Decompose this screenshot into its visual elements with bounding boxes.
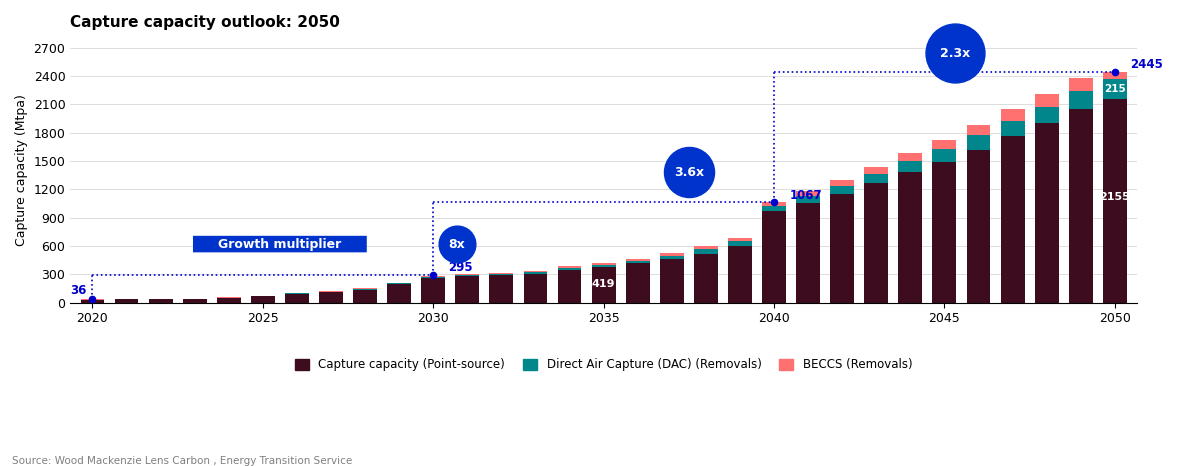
Point [448,240,467,248]
Bar [1102,99,1127,302]
Bar [830,194,854,302]
Bar [898,172,922,302]
Bar [967,150,990,302]
Bar [694,249,718,254]
Text: 8x: 8x [449,238,466,251]
Bar [251,296,275,302]
Bar [933,140,956,149]
Bar [455,275,479,276]
Bar [967,125,990,136]
Bar [660,259,684,302]
Bar [762,211,786,302]
Bar [727,247,752,302]
Point [679,169,698,176]
Bar [626,263,650,302]
Bar [558,270,581,302]
Bar [387,284,411,302]
Bar [796,191,821,196]
Bar [796,203,821,302]
Text: 419: 419 [592,279,615,289]
Bar [864,167,888,174]
Bar [592,263,615,265]
Bar [1102,79,1127,99]
Bar [489,275,513,302]
Bar [1069,91,1093,109]
Bar [1001,137,1025,302]
Bar [1069,78,1093,91]
Point [946,49,964,57]
Bar [864,174,888,183]
Bar [421,276,446,277]
Bar [455,274,479,275]
Text: 2.3x: 2.3x [940,47,970,60]
Bar [864,183,888,302]
Bar [1035,123,1059,302]
Bar [285,294,309,302]
Bar [354,288,377,289]
Bar [796,196,821,203]
Bar [80,300,105,302]
Text: Capture capacity outlook: 2050: Capture capacity outlook: 2050 [71,15,341,30]
Bar [1001,121,1025,137]
Bar [1069,109,1093,302]
Bar [830,180,854,186]
Bar [149,299,172,302]
Bar [660,254,684,256]
Text: Growth multiplier: Growth multiplier [218,238,342,251]
Bar [421,278,446,302]
Bar [455,276,479,302]
FancyBboxPatch shape [193,236,367,253]
Bar [523,274,547,302]
Bar [933,149,956,162]
Bar [762,202,786,206]
Bar [898,161,922,172]
Bar [727,241,752,247]
Bar [830,186,854,194]
Text: 36: 36 [71,284,87,297]
Y-axis label: Capture capacity (Mtpa): Capture capacity (Mtpa) [15,95,28,247]
Bar [558,268,581,270]
Text: 2445: 2445 [1131,58,1162,71]
Bar [387,282,411,283]
Text: 3.6x: 3.6x [673,166,704,179]
Bar [114,300,138,302]
Text: 295: 295 [448,261,473,274]
Bar [592,267,615,302]
Bar [727,238,752,241]
Text: Source: Wood Mackenzie Lens Carbon , Energy Transition Service: Source: Wood Mackenzie Lens Carbon , Ene… [12,456,353,466]
Bar [694,254,718,302]
Text: 215: 215 [1104,84,1126,94]
Bar [523,272,547,274]
Bar [387,283,411,284]
Text: 1067: 1067 [790,189,822,201]
Bar [1102,72,1127,79]
Bar [489,273,513,274]
Text: 2155: 2155 [1100,192,1131,202]
Legend: Capture capacity (Point-source), Direct Air Capture (DAC) (Removals), BECCS (Rem: Capture capacity (Point-source), Direct … [290,354,917,376]
Bar [1035,107,1059,123]
Bar [1035,94,1059,107]
Bar [558,267,581,268]
Bar [1001,110,1025,121]
Bar [762,206,786,211]
Bar [933,162,956,302]
Bar [694,247,718,249]
Bar [489,274,513,275]
Bar [523,271,547,272]
Bar [320,292,343,302]
Bar [660,256,684,259]
Bar [217,298,241,302]
Bar [354,289,377,302]
Bar [626,259,650,261]
Bar [592,265,615,267]
Bar [898,153,922,161]
Bar [183,299,206,302]
Bar [626,261,650,263]
Bar [421,277,446,278]
Bar [967,136,990,150]
